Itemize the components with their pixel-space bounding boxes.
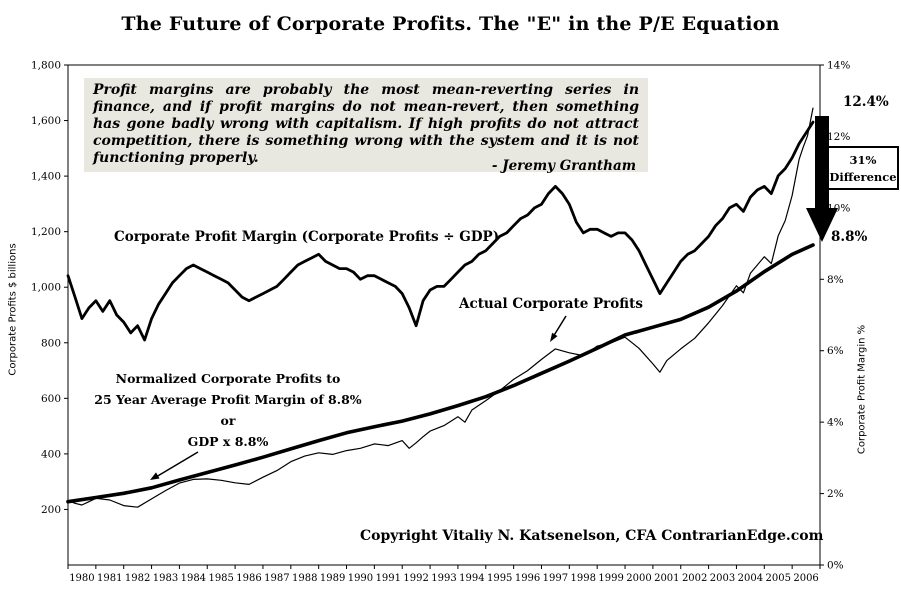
quote-attribution: - Jeremy Grantham <box>491 158 636 174</box>
svg-text:1989: 1989 <box>320 573 345 584</box>
margin-series-label: Corporate Profit Margin (Corporate Profi… <box>114 229 500 245</box>
svg-text:1987: 1987 <box>264 573 289 584</box>
svg-text:1,000: 1,000 <box>31 282 61 294</box>
svg-text:1986: 1986 <box>236 573 261 584</box>
actual-pointer-line <box>552 315 567 338</box>
svg-text:400: 400 <box>41 448 61 460</box>
left-axis-title: Corporate Profits $ billions <box>7 243 19 376</box>
difference-arrow <box>806 116 838 242</box>
svg-text:1982: 1982 <box>125 573 150 584</box>
normalized-pointer-arrowhead <box>150 472 160 480</box>
svg-text:0%: 0% <box>827 560 844 572</box>
svg-text:600: 600 <box>41 393 61 405</box>
svg-text:1981: 1981 <box>97 573 122 584</box>
svg-text:1993: 1993 <box>431 573 456 584</box>
difference-percent: 31% <box>849 153 877 167</box>
normalized-series-label: Normalized Corporate Profits to 25 Year … <box>86 368 370 452</box>
normalized-label-line: Normalized Corporate Profits to <box>115 371 341 386</box>
svg-text:1992: 1992 <box>403 573 428 584</box>
svg-text:6%: 6% <box>827 345 844 357</box>
difference-callout-box: 31% Difference <box>827 146 899 191</box>
quote-text: Profit margins are probably the most mea… <box>93 82 639 167</box>
difference-word: Difference <box>829 169 897 184</box>
svg-text:2000: 2000 <box>626 573 651 584</box>
svg-text:1994: 1994 <box>459 573 484 584</box>
svg-text:1,600: 1,600 <box>31 115 61 127</box>
svg-text:1,400: 1,400 <box>31 171 61 183</box>
svg-text:2006: 2006 <box>793 573 818 584</box>
svg-text:1984: 1984 <box>181 573 206 584</box>
svg-text:1995: 1995 <box>487 573 512 584</box>
right-axis-title: Corporate Profit Margin % <box>856 324 868 455</box>
svg-text:1980: 1980 <box>69 573 94 584</box>
svg-text:1999: 1999 <box>598 573 623 584</box>
svg-text:200: 200 <box>41 504 61 516</box>
svg-text:1985: 1985 <box>208 573 233 584</box>
page-title: The Future of Corporate Profits. The "E"… <box>121 13 780 35</box>
copyright-text: Copyright Vitaliy N. Katsenelson, CFA Co… <box>360 528 824 544</box>
svg-text:1983: 1983 <box>153 573 178 584</box>
svg-text:2003: 2003 <box>710 573 735 584</box>
svg-text:2002: 2002 <box>682 573 707 584</box>
normalized-label-line: 25 Year Average Profit Margin of 8.8% <box>94 392 362 407</box>
svg-text:12%: 12% <box>827 131 850 143</box>
svg-text:1997: 1997 <box>543 573 568 584</box>
svg-text:2005: 2005 <box>765 573 790 584</box>
svg-text:2%: 2% <box>827 488 844 500</box>
svg-text:1988: 1988 <box>292 573 317 584</box>
svg-text:800: 800 <box>41 337 61 349</box>
svg-text:1,800: 1,800 <box>31 60 61 72</box>
svg-text:1991: 1991 <box>376 573 401 584</box>
svg-text:4%: 4% <box>827 417 844 429</box>
normalized-label-line: GDP x 8.8% <box>187 434 269 449</box>
svg-text:1,200: 1,200 <box>31 226 61 238</box>
svg-text:2001: 2001 <box>654 573 679 584</box>
normalized-label-line: or <box>220 413 236 428</box>
actual-series-label: Actual Corporate Profits <box>459 296 643 312</box>
svg-text:14%: 14% <box>827 60 850 72</box>
svg-text:1998: 1998 <box>571 573 596 584</box>
peak-margin-callout: 12.4% <box>843 94 889 110</box>
actual-pointer-arrowhead <box>550 332 558 342</box>
svg-text:8%: 8% <box>827 274 844 286</box>
end-margin-callout: 8.8% <box>831 229 868 245</box>
svg-text:1990: 1990 <box>348 573 373 584</box>
svg-text:1996: 1996 <box>515 573 540 584</box>
quote-box: Profit margins are probably the most mea… <box>84 78 648 173</box>
svg-text:2004: 2004 <box>738 573 763 584</box>
normalized-pointer-line <box>155 451 199 478</box>
